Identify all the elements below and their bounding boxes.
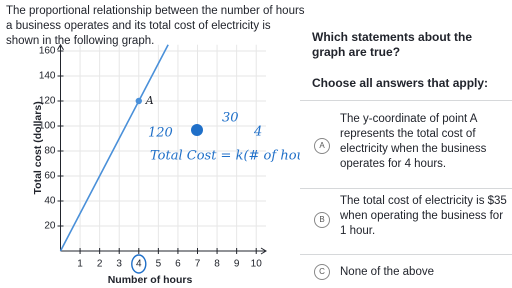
instruction: Choose all answers that apply: [312,76,489,90]
intro-text: The proportional relationship between th… [6,5,305,47]
annotation: 30 [222,111,239,126]
y-tick-label: 60 [44,171,56,182]
option-text: The y-coordinate of point A represents t… [340,113,487,170]
question-panel: Which statements about the graph are tru… [300,0,512,288]
y-tick-label: 40 [44,196,56,207]
x-tick-label: 6 [175,259,181,270]
y-axis-label: Total cost (dollars) [32,101,44,194]
divider [300,100,512,101]
x-tick-label: 1 [77,259,83,270]
point-label: A [145,94,154,107]
annotation-circle [131,254,147,274]
option[interactable]: C None of the above [300,258,512,288]
x-tick-label: 4 [136,259,142,270]
option-letter: A [314,138,330,154]
y-tick-label: 100 [39,121,56,132]
option[interactable]: A The y-coordinate of point A represents… [300,108,512,188]
chart: 20 40 60 80 100 120 140 160 1 2 3 4 5 6 7 8 9 10 Number of… [32,43,300,286]
option-text: The total cost of electricity is $35 whe… [340,195,507,237]
annotation: 120 [148,126,173,141]
y-tick-label: 80 [44,146,56,157]
x-axis-label: Number of hours [108,274,193,286]
x-tick-label: 10 [251,259,263,270]
x-tick-label: 7 [195,259,201,270]
question: Which statements about the graph are tru… [312,30,473,59]
y-tick-label: 20 [44,221,56,232]
x-tick-label: 3 [116,259,122,270]
divider [300,254,512,255]
divider [300,188,512,189]
option-letter: B [314,212,330,228]
option-text: None of the above [340,266,434,278]
y-tick-label: 140 [39,71,56,82]
option-letter: C [314,264,330,280]
annotation: 4 [253,125,262,140]
annotation-dot [191,124,203,136]
y-tick-label: 160 [39,46,56,57]
x-tick-label: 8 [214,259,220,270]
point [135,97,142,105]
annotation: Total Cost = k(# of hours) [150,149,300,164]
x-tick-label: 2 [97,259,103,270]
x-tick-label: 5 [156,259,162,270]
y-tick-label: 120 [39,96,56,107]
x-tick-label: 9 [234,259,240,270]
option[interactable]: B The total cost of electricity is $35 w… [300,190,512,250]
